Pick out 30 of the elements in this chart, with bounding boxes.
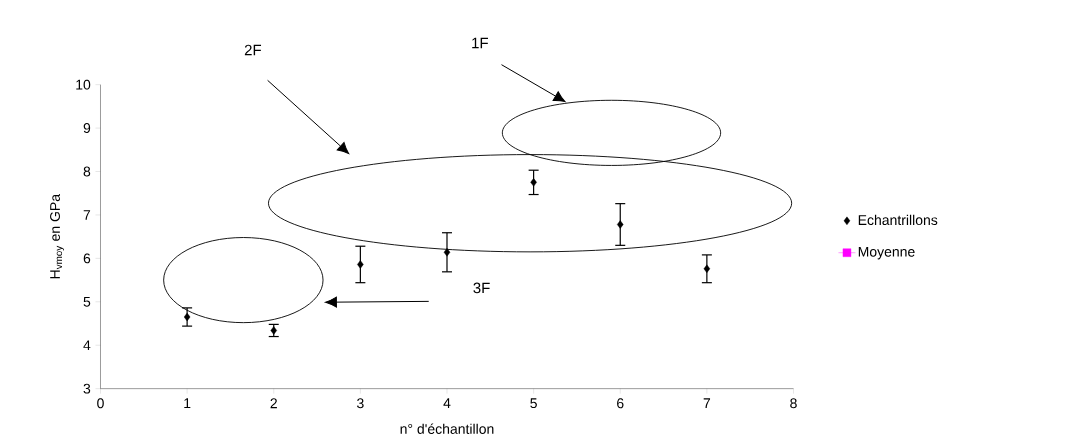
text: 1F [472,37,488,48]
y-tick-label: 8 [83,166,91,177]
x-tick-label: 3 [357,398,364,409]
point [530,177,537,187]
legend-label: Echantrillons [858,214,938,225]
point [617,220,624,229]
point [443,247,451,257]
x-tick-label: 4 [443,398,451,408]
y-tick-label: 4 [83,340,91,350]
text: 2F [244,44,262,55]
y-axis-title: H$_{vmoy}$ en GPa [50,193,65,278]
point [703,264,711,273]
y-tick-label: 9 [83,122,91,133]
x-tick-label: 6 [617,398,624,409]
annotation: 3F [473,282,490,294]
x-tick-label: 0 [97,398,104,409]
x-tick-label: 8 [790,398,797,409]
y-tick-label: 10 [76,79,91,90]
point [183,312,191,321]
y-tick-label: 5 [83,296,91,307]
x-axis-title: n° d'échantillon [400,423,494,434]
y-tick-label: 3 [83,383,91,394]
y-tick-label: 6 [83,253,91,264]
y-tick-label: 7 [83,209,91,220]
x-tick-label: 7 [703,398,711,408]
x-tick-label: 5 [530,398,537,408]
x-tick-label: 1 [184,398,191,408]
point [357,260,364,269]
legend-label: Moyenne [858,246,915,260]
x-tick-label: 2 [270,398,277,408]
